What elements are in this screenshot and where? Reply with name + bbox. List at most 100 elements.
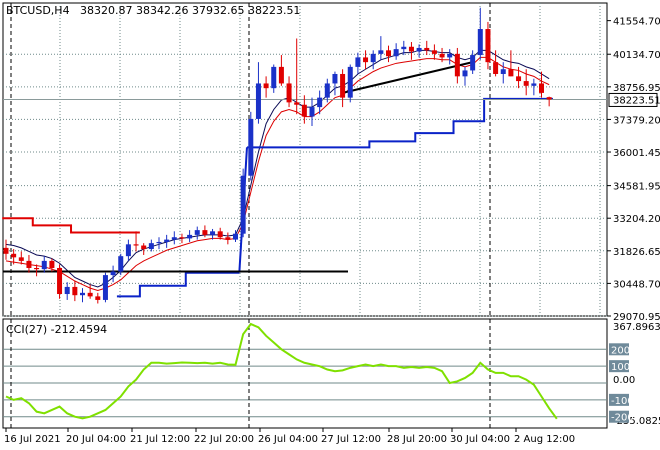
cci-line [5, 322, 558, 420]
candle-body-bear [386, 50, 391, 57]
cci-line-group [5, 322, 558, 420]
cci-grid [3, 348, 607, 418]
candle-body-bull [393, 49, 399, 57]
cci-level-badge-label: -100 [611, 396, 634, 407]
cci-title: CCI(27) -212.4594 [6, 323, 107, 336]
price-tick-label: 38756.95 [613, 83, 660, 94]
price-tick-label: 37379.20 [613, 115, 660, 126]
price-tick-label: 33204.20 [613, 214, 660, 225]
candle-body-bear [408, 46, 414, 52]
candle-body-bull [194, 230, 200, 235]
cci-axis-label: 0.00 [613, 375, 635, 386]
time-tick-label: 30 Jul 04:00 [450, 434, 510, 445]
price-tick-label: 31826.65 [613, 247, 660, 258]
candle-body-bear [26, 260, 32, 268]
candle-body-bull [309, 107, 315, 117]
candle-body-bear [516, 76, 522, 82]
candle-body-bear [225, 237, 231, 240]
candle-body-bear [454, 53, 460, 77]
cci-level-badge [609, 410, 629, 423]
candle-body-bull [233, 233, 238, 240]
candle-body-bear [179, 237, 185, 239]
candle-body-bull [187, 234, 193, 239]
current-price-label: 38223.51 [613, 95, 660, 106]
candle-body-bear [424, 47, 430, 51]
candle-body-bear [11, 253, 17, 258]
price-tick-label: 40134.70 [613, 50, 660, 61]
candle-body-bear [286, 83, 292, 103]
candle-body-bear [217, 231, 223, 238]
candle-body-bear [539, 83, 544, 93]
candle-body-bull [324, 83, 330, 98]
candle-body-bear [57, 267, 63, 295]
price-tick-label: 34581.95 [613, 182, 660, 193]
candle-body-bull [240, 175, 246, 234]
candle-body-bull [255, 83, 261, 119]
candle-body-bear [34, 267, 40, 270]
candle-body-bull [355, 57, 361, 67]
candle-body-bull [210, 231, 216, 235]
candle-body-bull [271, 66, 277, 89]
candle-body-bear [493, 62, 499, 74]
candle-body-bull [370, 53, 376, 63]
cci-level-badge-label: 200 [611, 345, 630, 356]
candle-body-bear [508, 69, 514, 77]
candle-body-bull [80, 292, 85, 296]
candle-body-bull [148, 243, 154, 250]
time-tick-label: 20 Jul 04:00 [66, 434, 126, 445]
price-tick-label: 29070.95 [613, 312, 660, 323]
candle-body-bear [439, 53, 445, 58]
candle-body-bear [546, 97, 552, 100]
candle-body-bull [110, 271, 116, 276]
trailing-stop-up-line [116, 97, 553, 298]
candle-body-bear [431, 50, 437, 54]
candle-body-bear [263, 83, 269, 89]
candle-body-bear [363, 57, 369, 63]
time-tick-label: 21 Jul 12:00 [130, 434, 190, 445]
candle-body-bull [347, 66, 353, 98]
candle-body-bull [416, 47, 422, 52]
candle-body-bear [141, 245, 147, 250]
time-axis: 16 Jul 2021 20 Jul 04:00 21 Jul 12:00 22 Ju… [4, 428, 575, 445]
cci-level-badge [609, 393, 629, 406]
candle-body-bear [301, 104, 307, 117]
cci-axis-label: -255.0825 [613, 416, 660, 427]
candle-body-bull [41, 260, 47, 270]
candle-body-bull [164, 239, 170, 242]
price-tick-label: 36001.45 [613, 148, 660, 159]
candle-body-bear [485, 29, 491, 63]
candles-group [3, 7, 552, 304]
cci-level-badge-label: 100 [611, 362, 630, 373]
candle-body-bear [87, 292, 93, 297]
candle-body-bull [378, 50, 384, 54]
time-tick-label: 28 Jul 20:00 [387, 434, 447, 445]
time-tick-label: 27 Jul 12:00 [321, 434, 381, 445]
candle-body-bull [248, 118, 254, 176]
price-axis: 41554.70 40134.70 38756.95 37379.20 36001.45… [607, 17, 660, 323]
cci-axis: 367.8963 0.00 -255.0825 200 100 -100 -200 [609, 322, 660, 427]
current-price-box [608, 92, 658, 107]
candle-body-bear [95, 296, 101, 300]
candle-body-bear [18, 257, 24, 261]
cci-level-badge [609, 360, 629, 373]
candle-body-bull [156, 241, 162, 244]
candle-body-bear [49, 260, 55, 268]
trendline [342, 61, 473, 94]
candle-body-bull [125, 244, 131, 257]
time-tick-label: 26 Jul 04:00 [258, 434, 318, 445]
candle-body-bull [317, 97, 323, 108]
time-tick-label: 16 Jul 2021 [4, 434, 61, 445]
price-tick-label: 30448.70 [613, 279, 660, 290]
candle-body-bull [102, 275, 108, 300]
candle-body-bear [72, 286, 78, 296]
candle-body-bull [477, 29, 483, 56]
candle-body-bull [531, 83, 537, 86]
time-tick-label: 22 Jul 20:00 [194, 434, 254, 445]
candle-body-bull [118, 256, 124, 272]
candle-body-bull [332, 73, 338, 84]
main-grid [3, 3, 607, 317]
candle-body-bull [64, 286, 70, 295]
candle-body-bear [3, 247, 9, 254]
cci-level-badge-label: -200 [611, 413, 634, 424]
time-tick-label: 2 Aug 12:00 [514, 434, 575, 445]
